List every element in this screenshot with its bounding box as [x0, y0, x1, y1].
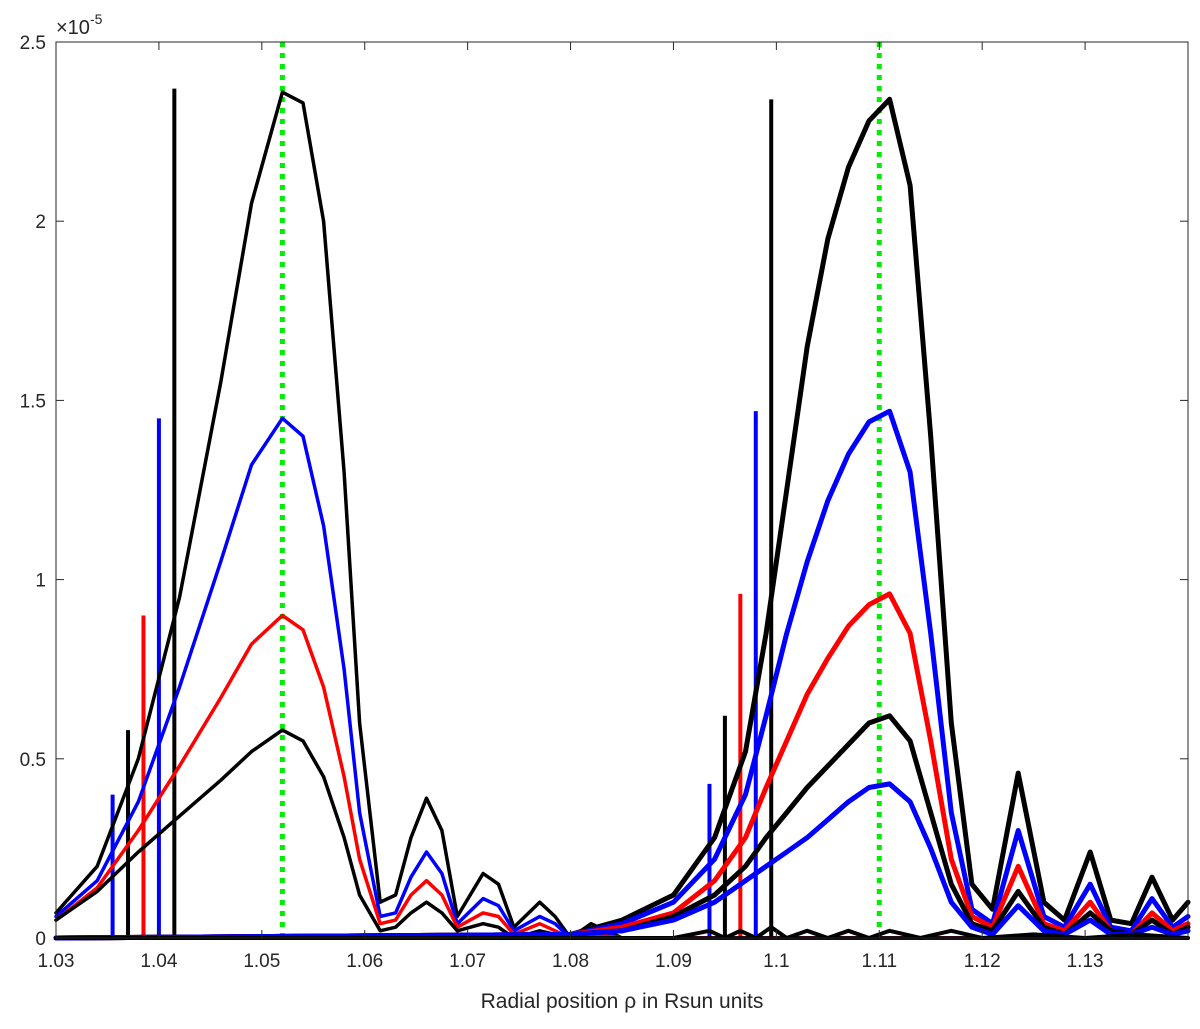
x-tick-label: 1.03	[38, 951, 75, 972]
series-lines	[53, 90, 1191, 941]
marker-bars	[110, 88, 774, 938]
x-tick-label: 1.12	[964, 951, 1001, 972]
y-axis: 0 0.5 1 1.5 2 2.5	[20, 33, 1188, 950]
x-tick-label: 1.05	[243, 951, 280, 972]
x-tick-label: 1.13	[1067, 951, 1104, 972]
y-tick-label: 1.5	[20, 391, 46, 412]
plot-area	[56, 42, 1188, 938]
series-line-8	[53, 713, 1191, 941]
y-multiplier-exp: -5	[90, 11, 103, 27]
y-multiplier-base: ×10	[56, 17, 90, 39]
x-tick-label: 1.04	[140, 951, 177, 972]
x-tick-label: 1.07	[449, 951, 486, 972]
x-tick-label: 1.09	[655, 951, 692, 972]
series-line-7	[53, 591, 1191, 941]
x-tick-label: 1.06	[346, 951, 383, 972]
x-tick-label: 1.08	[552, 951, 589, 972]
y-tick-label: 1	[35, 571, 46, 592]
series-line-6	[53, 408, 1191, 941]
x-axis-title: Radial position ρ in Rsun units	[481, 990, 764, 1013]
plot-frame	[55, 41, 1189, 939]
x-axis: 1.03 1.04 1.05 1.06 1.07 1.08 1.09 1.1 1.11 1.12 1…	[38, 42, 1104, 972]
y-tick-label: 2.5	[20, 33, 46, 54]
series-line-1	[54, 90, 1190, 940]
series-line-9	[53, 781, 1191, 941]
y-tick-label: 0.5	[20, 750, 46, 771]
x-tick-label: 1.11	[861, 951, 897, 972]
y-tick-label: 2	[35, 212, 46, 233]
x-tick-label: 1.1	[763, 951, 789, 972]
series-line-5	[53, 96, 1191, 941]
y-multiplier: ×10-5	[56, 11, 103, 39]
y-tick-label: 0	[35, 929, 46, 950]
